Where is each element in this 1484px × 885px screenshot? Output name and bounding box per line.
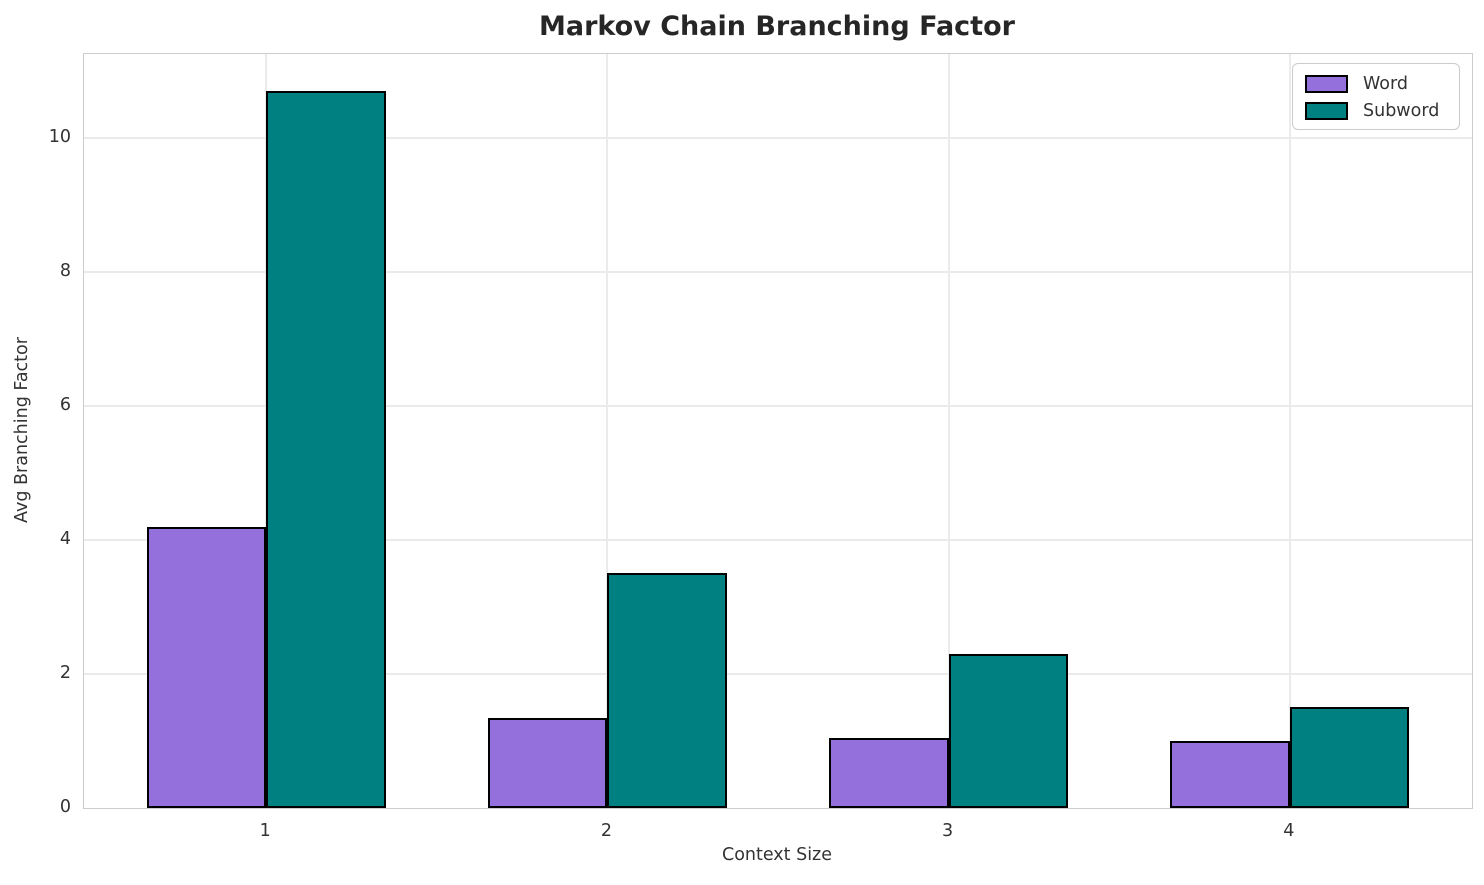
gridline-x-4	[1288, 54, 1291, 808]
x-axis-label: Context Size	[721, 845, 833, 865]
y-tick-label-0: 0	[59, 797, 71, 817]
bar-word-1	[146, 526, 267, 808]
bar-word-2	[487, 717, 608, 808]
legend: Word Subword	[1292, 63, 1460, 130]
legend-item-subword: Subword	[1305, 98, 1449, 124]
y-tick-label-10: 10	[48, 126, 71, 147]
legend-swatch-word-icon	[1305, 75, 1348, 93]
gridline-y-4	[84, 538, 1472, 541]
bar-subword-2	[607, 573, 727, 808]
legend-label-word: Word	[1363, 74, 1408, 94]
y-tick-label-4: 4	[59, 528, 71, 549]
gridline-x-2	[606, 54, 609, 808]
y-tick-label-2: 2	[59, 662, 71, 683]
x-tick-label-1: 1	[259, 821, 271, 841]
legend-swatch-subword-icon	[1305, 102, 1348, 120]
gridline-y-2	[84, 672, 1472, 675]
bar-subword-4	[1289, 707, 1410, 808]
gridline-y-10	[84, 136, 1472, 139]
legend-item-word: Word	[1305, 71, 1449, 97]
bar-subword-1	[266, 90, 386, 808]
x-tick-label-2: 2	[600, 821, 612, 841]
bar-word-4	[1170, 740, 1290, 808]
plot-area	[83, 53, 1473, 809]
x-tick-label-3: 3	[942, 821, 954, 841]
gridline-x-3	[947, 54, 950, 808]
y-tick-label-8: 8	[59, 260, 71, 281]
y-axis-label: Avg Branching Factor	[12, 337, 32, 523]
bar-word-3	[829, 737, 949, 808]
gridline-y-8	[84, 270, 1472, 273]
gridline-y-6	[84, 404, 1472, 407]
bar-subword-3	[948, 653, 1068, 808]
y-tick-label-6: 6	[59, 394, 71, 415]
legend-label-subword: Subword	[1363, 101, 1440, 121]
x-tick-label-4: 4	[1283, 821, 1295, 841]
chart-title: Markov Chain Branching Factor	[539, 11, 1015, 42]
